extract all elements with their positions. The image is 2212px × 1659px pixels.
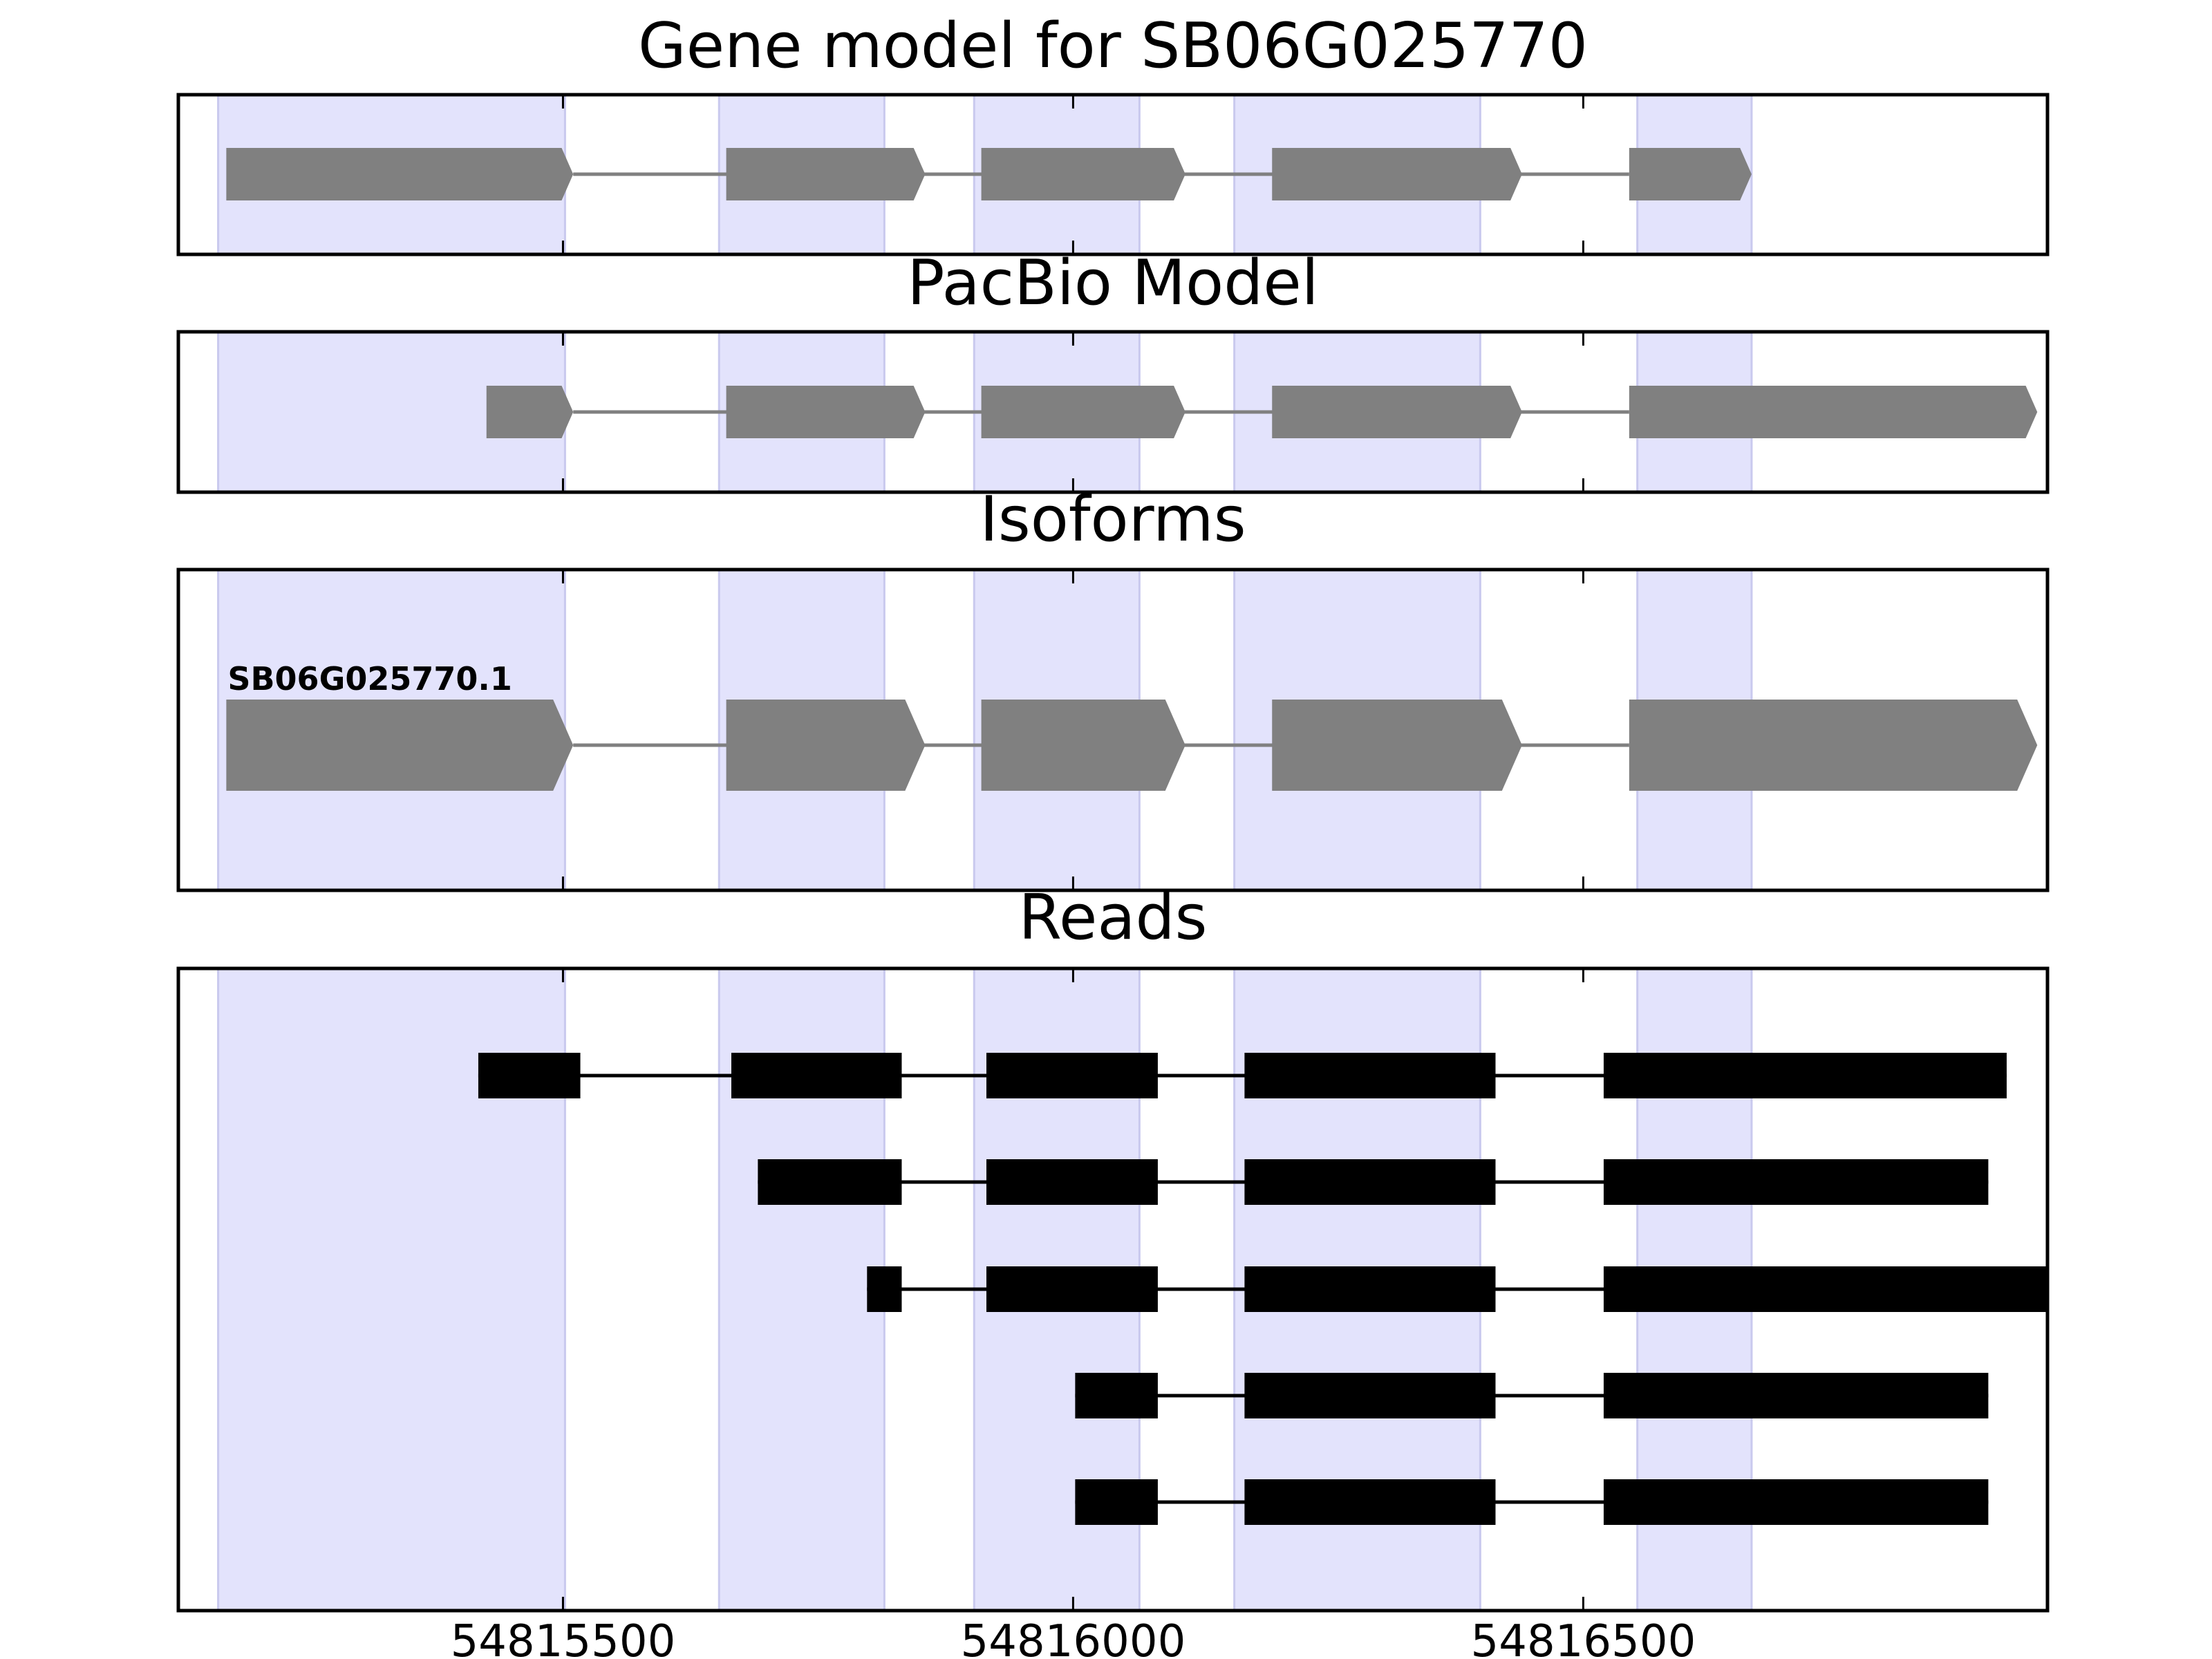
exon-2-0-4 bbox=[1629, 700, 2038, 791]
exon-2-0-0 bbox=[226, 700, 574, 791]
exon-2-0-2 bbox=[981, 700, 1185, 791]
panel-frame-2 bbox=[176, 568, 2050, 892]
read-block-4-0 bbox=[1075, 1479, 1158, 1525]
panel-2-content: SB06G025770.1 bbox=[217, 570, 2038, 890]
exon-2-0-1 bbox=[726, 700, 926, 791]
panel-title-isoforms: Isoforms bbox=[980, 483, 1246, 556]
panel-2-plot: SB06G025770.1 bbox=[176, 568, 2050, 892]
read-block-1-2 bbox=[1244, 1159, 1496, 1205]
panel-title-reads: Reads bbox=[1018, 881, 1207, 954]
isoform-label: SB06G025770.1 bbox=[227, 660, 512, 697]
read-block-0-0 bbox=[478, 1053, 581, 1098]
read-block-2-1 bbox=[986, 1266, 1158, 1312]
read-block-1-0 bbox=[758, 1159, 902, 1205]
read-block-0-4 bbox=[1603, 1053, 2007, 1098]
read-block-0-3 bbox=[1244, 1053, 1496, 1098]
read-block-3-1 bbox=[1244, 1373, 1496, 1418]
read-block-4-1 bbox=[1244, 1479, 1496, 1525]
exon-1-0-3 bbox=[1272, 386, 1522, 438]
panel-3-plot bbox=[176, 966, 2050, 1613]
panel-0-plot bbox=[176, 93, 2050, 256]
panel-gene-model: Gene model for SB06G025770 bbox=[176, 10, 2050, 256]
read-block-0-1 bbox=[731, 1053, 902, 1098]
read-block-2-2 bbox=[1244, 1266, 1496, 1312]
read-block-4-2 bbox=[1603, 1479, 1989, 1525]
read-block-2-0 bbox=[867, 1266, 902, 1312]
panel-frame-3 bbox=[176, 966, 2050, 1613]
x-axis: 54815500 54816000 54816500 bbox=[451, 1616, 1696, 1659]
exon-0-0-1 bbox=[726, 148, 926, 200]
exon-0-0-2 bbox=[981, 148, 1185, 200]
panel-1-content bbox=[217, 332, 2038, 492]
x-tick-label-2: 54816500 bbox=[1471, 1616, 1696, 1659]
exon-0-0-3 bbox=[1272, 148, 1522, 200]
panel-title-pacbio-model: PacBio Model bbox=[907, 247, 1319, 319]
exon-1-0-2 bbox=[981, 386, 1185, 438]
x-tick-label-1: 54816000 bbox=[961, 1616, 1186, 1659]
exon-2-0-3 bbox=[1272, 700, 1522, 791]
read-block-2-3 bbox=[1603, 1266, 2047, 1312]
read-block-1-3 bbox=[1603, 1159, 1989, 1205]
read-block-3-0 bbox=[1075, 1373, 1158, 1418]
panel-3-content bbox=[217, 968, 2047, 1611]
panel-isoforms: Isoforms SB06G025770.1 bbox=[176, 483, 2050, 892]
panel-reads: Reads bbox=[176, 881, 2050, 1613]
x-tick-label-0: 54815500 bbox=[451, 1616, 676, 1659]
exon-1-0-1 bbox=[726, 386, 926, 438]
read-block-3-2 bbox=[1603, 1373, 1989, 1418]
exon-1-0-0 bbox=[486, 386, 574, 438]
read-block-1-1 bbox=[986, 1159, 1158, 1205]
panel-frame-1 bbox=[176, 330, 2050, 494]
panel-frame-0 bbox=[176, 93, 2050, 256]
panel-title-gene-model: Gene model for SB06G025770 bbox=[638, 10, 1588, 82]
exon-1-0-4 bbox=[1629, 386, 2038, 438]
exon-0-0-0 bbox=[226, 148, 574, 200]
exon-0-0-4 bbox=[1629, 148, 1752, 200]
panel-1-plot bbox=[176, 330, 2050, 494]
read-block-0-2 bbox=[986, 1053, 1158, 1098]
panel-pacbio-model: PacBio Model bbox=[176, 247, 2050, 494]
panel-0-content bbox=[217, 95, 1753, 254]
